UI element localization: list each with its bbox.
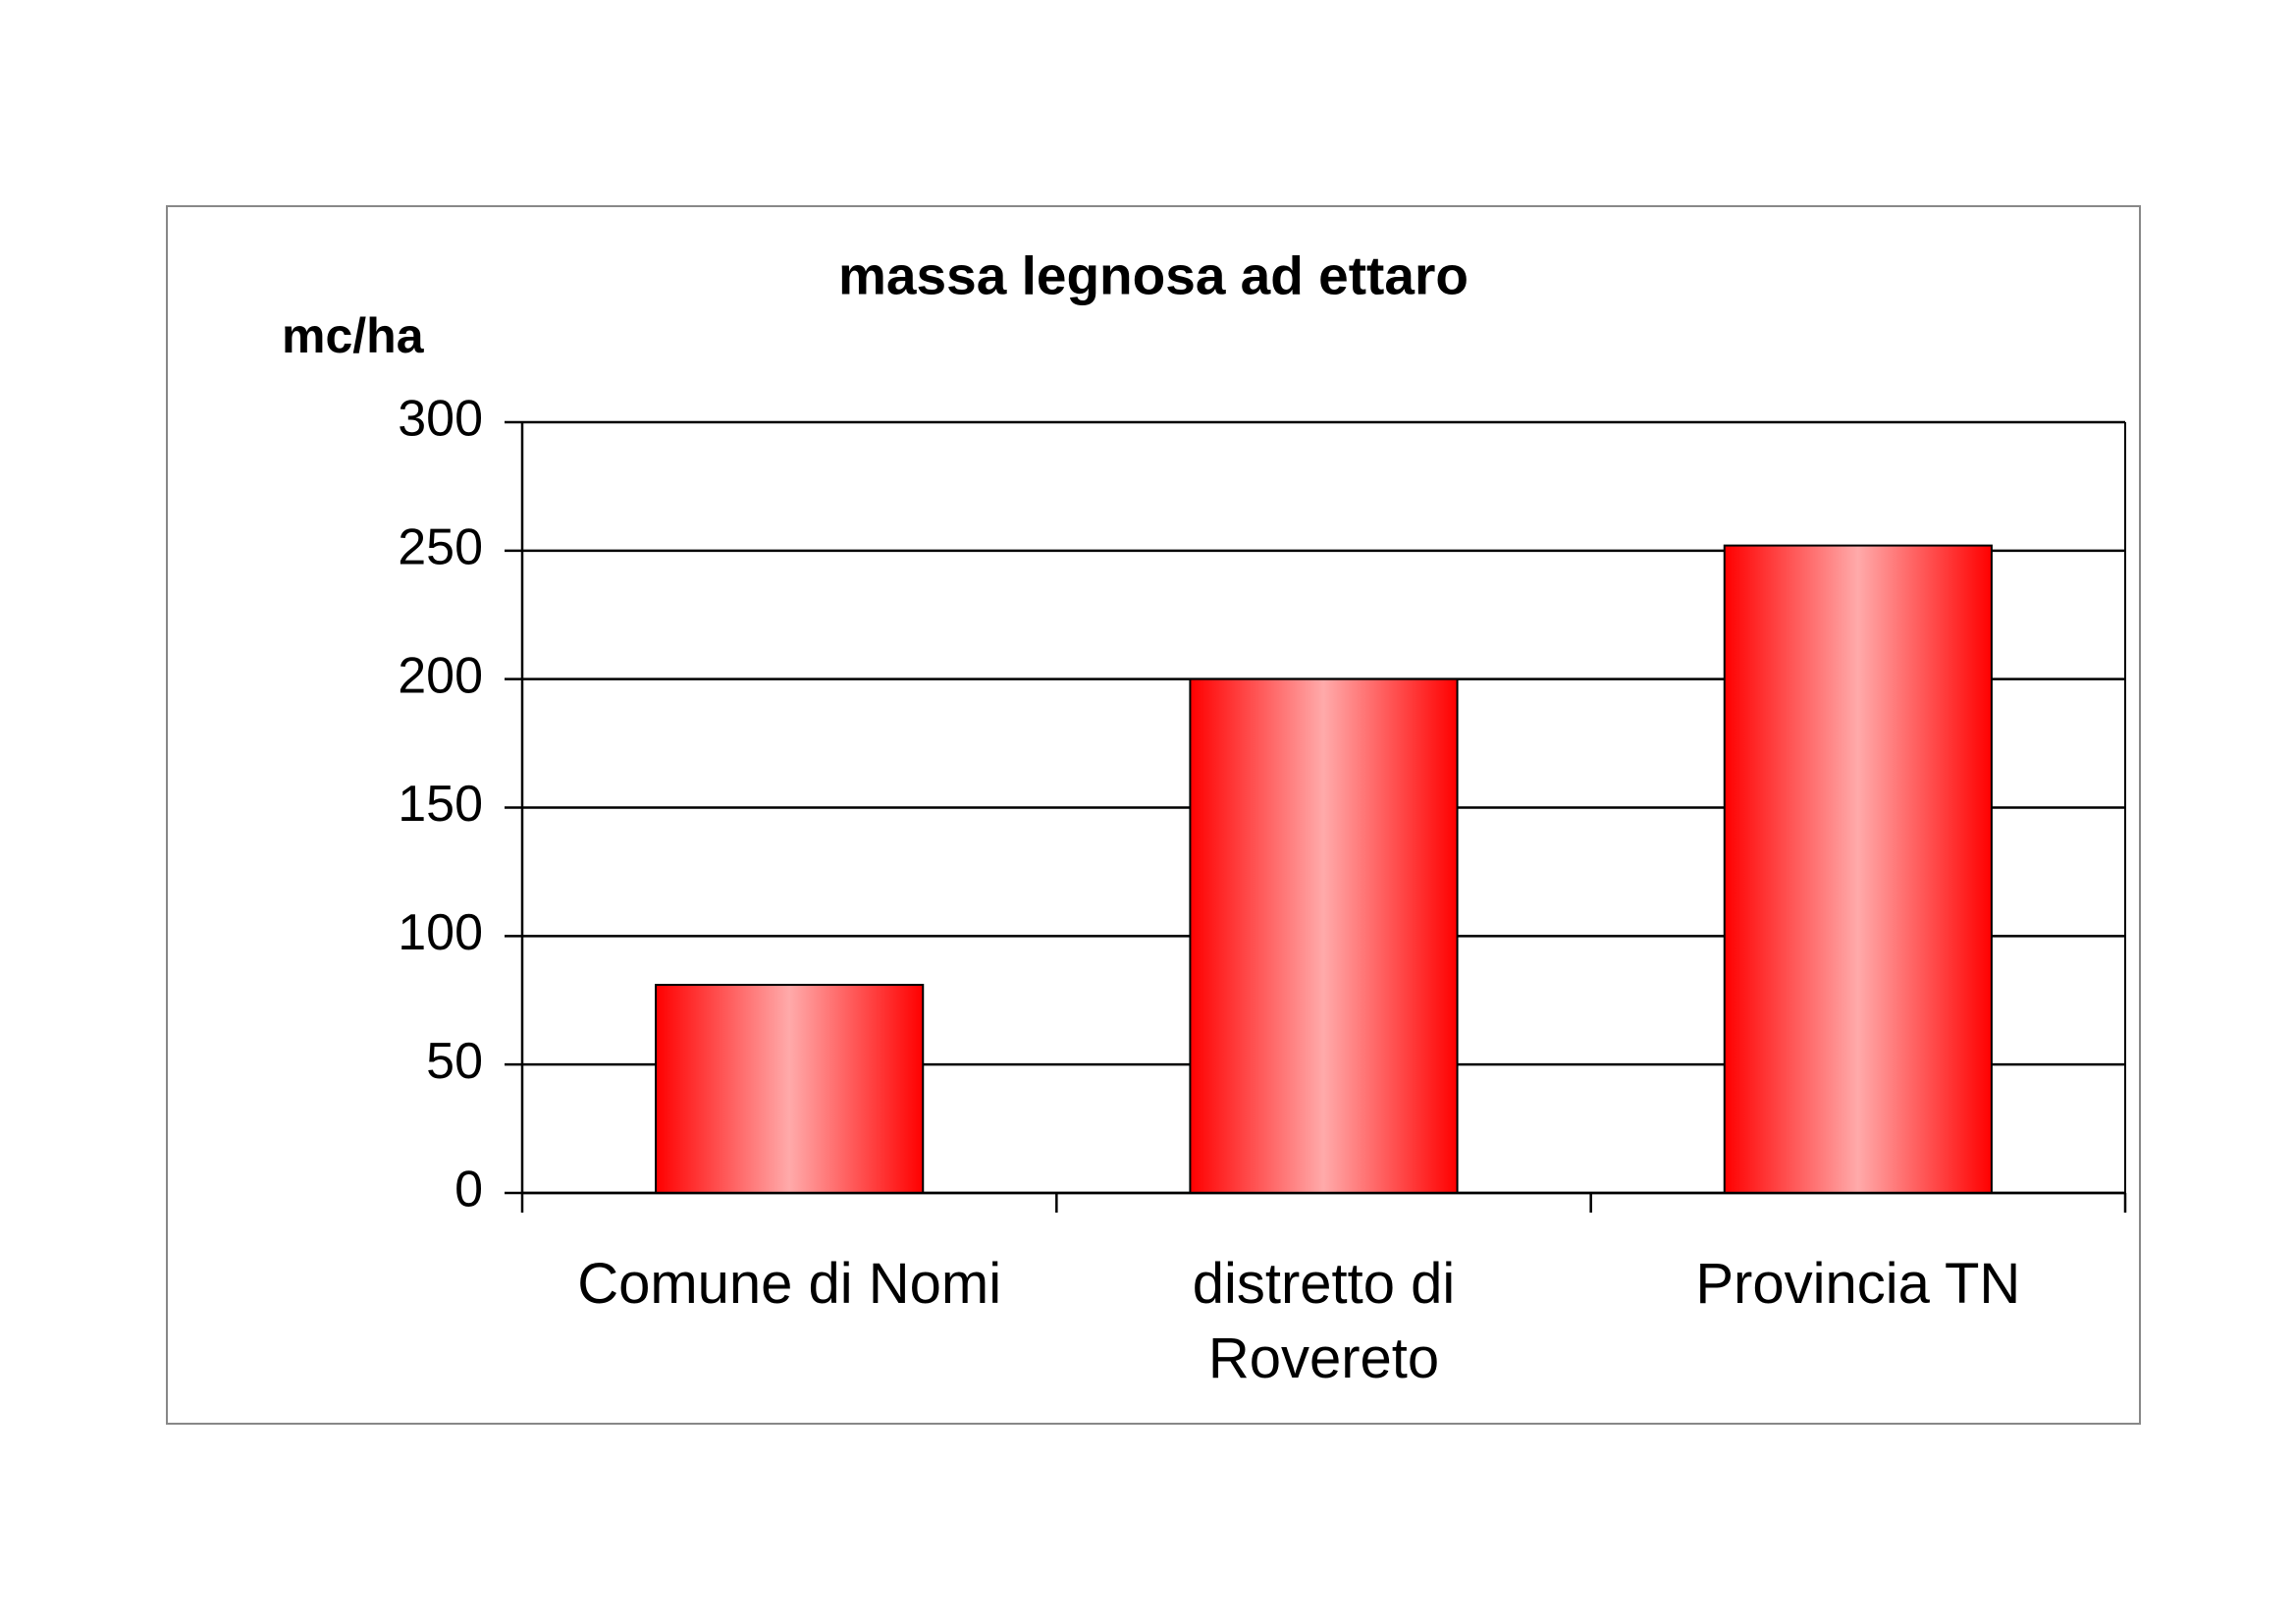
y-tick-label: 200 bbox=[398, 647, 483, 704]
chart-title: massa legnosa ad ettaro bbox=[838, 245, 1468, 306]
bar bbox=[655, 984, 925, 1194]
y-tick-label: 150 bbox=[398, 776, 483, 833]
y-tick-label: 0 bbox=[454, 1162, 483, 1218]
y-tick-label: 50 bbox=[426, 1033, 483, 1090]
bar bbox=[1189, 677, 1459, 1194]
x-tick-label: Comune di Nomi bbox=[577, 1252, 1002, 1316]
bar bbox=[1723, 544, 1993, 1194]
x-tick-label: distretto di Rovereto bbox=[1192, 1252, 1456, 1390]
y-tick-label: 300 bbox=[398, 391, 483, 448]
x-tick-label: Provincia TN bbox=[1695, 1252, 2021, 1316]
y-tick-label: 100 bbox=[398, 904, 483, 961]
y-axis-label: mc/ha bbox=[282, 308, 425, 363]
y-tick-label: 250 bbox=[398, 519, 483, 576]
